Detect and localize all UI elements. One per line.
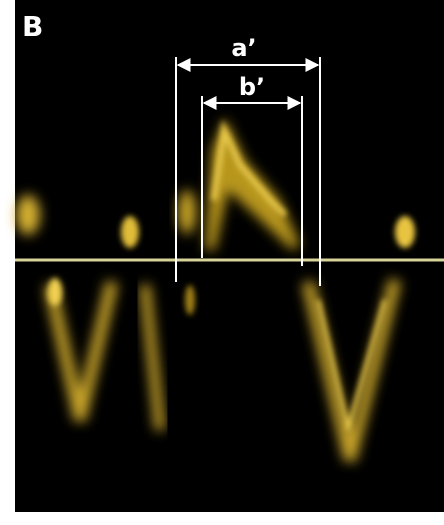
waveform-blob <box>185 285 195 315</box>
image-background <box>15 0 444 512</box>
page: B a’ b’ (() => { const data = JSON.parse… <box>0 0 444 525</box>
waveform-blob <box>16 195 40 235</box>
waveform-blob <box>178 190 196 234</box>
measure-label: b’ <box>239 73 265 101</box>
waveform-blob <box>48 278 62 306</box>
waveform-blob <box>121 216 139 248</box>
waveform-blob <box>395 216 415 248</box>
measure-label: a’ <box>231 34 256 62</box>
doppler-image: B a’ b’ <box>0 0 444 525</box>
panel-label: B <box>22 10 43 43</box>
